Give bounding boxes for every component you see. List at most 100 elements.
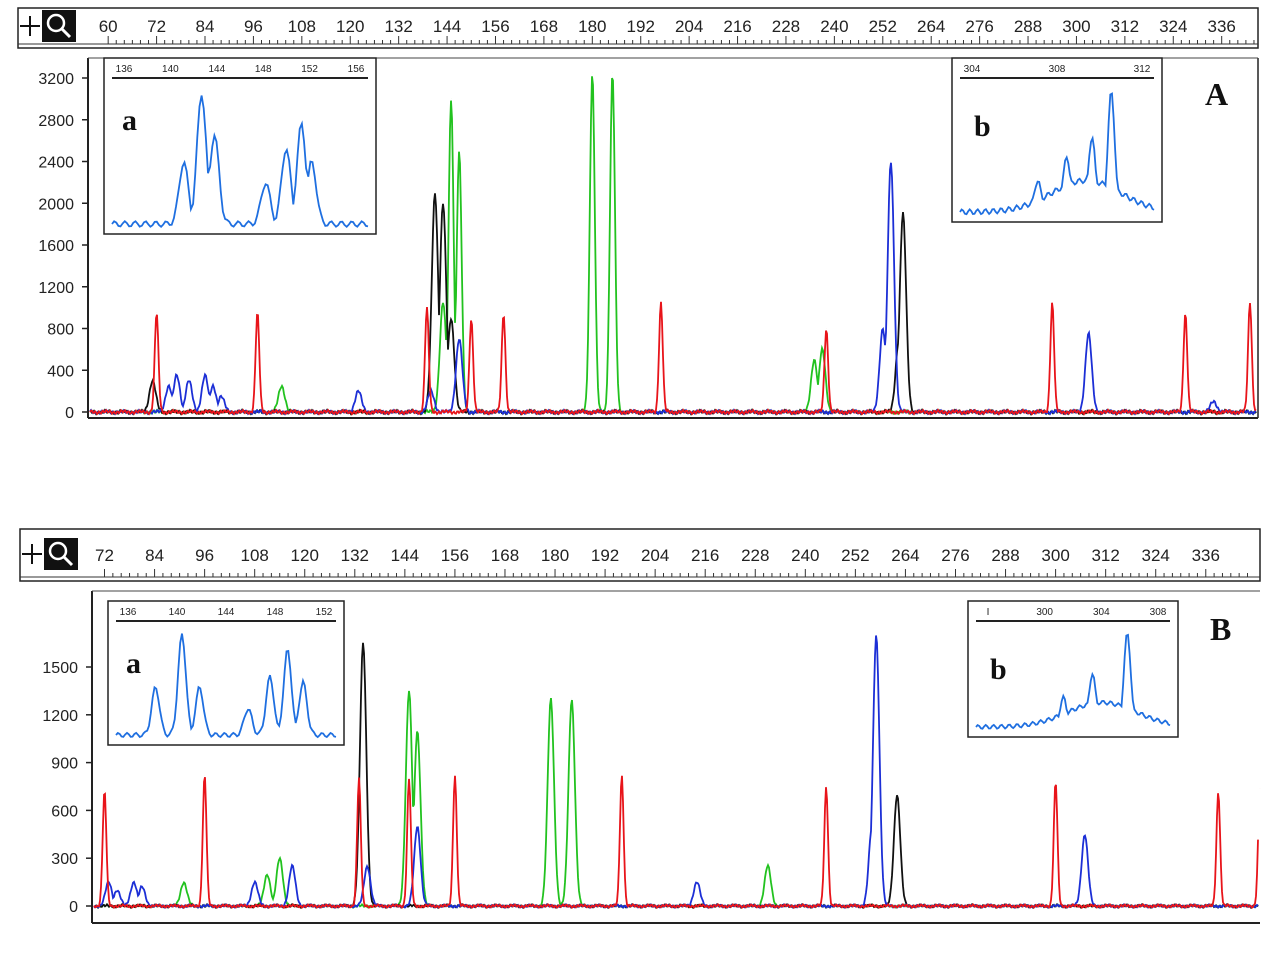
- ruler-label: 132: [384, 17, 412, 36]
- panel-b-chart: 72 84 96 108 120 132 144 156 168 180 192 204 216 228 2…: [19, 528, 1261, 924]
- inset-tick-label: 308: [1049, 64, 1066, 75]
- zoom-icon-handle: [60, 27, 72, 39]
- ruler-label: 144: [391, 546, 419, 565]
- ruler-label: 288: [1014, 17, 1042, 36]
- ruler-label: 168: [491, 546, 519, 565]
- ruler-label: 312: [1111, 17, 1139, 36]
- y-tick-label: 2800: [38, 113, 74, 130]
- ruler-label: 60: [99, 17, 118, 36]
- ruler-label: 144: [433, 17, 461, 36]
- inset-tick-label: 136: [116, 64, 133, 75]
- y-tick-label: 600: [51, 803, 78, 820]
- ruler-label: 156: [441, 546, 469, 565]
- ruler-label: 300: [1062, 17, 1090, 36]
- ruler-label: 276: [941, 546, 969, 565]
- ruler-label: 180: [541, 546, 569, 565]
- ruler-label: 228: [772, 17, 800, 36]
- y-tick-label: 0: [69, 899, 78, 916]
- zoom-icon: [48, 541, 68, 561]
- inset-tick-label: 152: [301, 64, 318, 75]
- ruler-label: 252: [869, 17, 897, 36]
- ruler-label: 168: [530, 17, 558, 36]
- ruler-label: 336: [1208, 17, 1236, 36]
- inset-tick-label: 304: [1093, 607, 1110, 618]
- y-tick-label: 400: [47, 363, 74, 380]
- inset-tick-label: 144: [208, 64, 225, 75]
- ruler-label: 204: [641, 546, 669, 565]
- inset-a: [107, 600, 345, 746]
- panel-letter: B: [1210, 611, 1231, 647]
- trace-red: [89, 301, 1257, 416]
- inset-tick-label: 148: [255, 64, 272, 75]
- zoom-icon: [46, 13, 66, 33]
- y-tick-label: 2400: [38, 155, 74, 172]
- y-tick-label: 3200: [38, 71, 74, 88]
- ruler-label: 96: [244, 17, 263, 36]
- ruler-label: 72: [147, 17, 166, 36]
- ruler-label: 72: [95, 546, 114, 565]
- ruler-label: 240: [820, 17, 848, 36]
- inset-tick-label: 148: [267, 607, 284, 618]
- inset-tick-label: 136: [120, 607, 137, 618]
- panel-a: 60 72 84 96 108 120 132 144 156 168 180 192 204 216 22…: [0, 0, 1280, 440]
- ruler-label: 120: [291, 546, 319, 565]
- ruler-label: 108: [288, 17, 316, 36]
- inset-trace: [975, 633, 1171, 730]
- inset-trace: [959, 92, 1155, 216]
- y-tick-label: 2000: [38, 196, 74, 213]
- ruler-label: 216: [691, 546, 719, 565]
- inset-tick-label: 312: [1134, 64, 1151, 75]
- ruler-label: 276: [965, 17, 993, 36]
- inset-tick-label: 308: [1150, 607, 1167, 618]
- inset-trace: [115, 633, 337, 739]
- inset-tick-label: 300: [1036, 607, 1053, 618]
- size-ruler: [17, 7, 1259, 49]
- inset-tick-label: 140: [162, 64, 179, 75]
- ruler-label: 264: [917, 17, 945, 36]
- inset-tick-label: 144: [218, 607, 235, 618]
- inset-tick-label: I: [987, 607, 990, 618]
- ruler-label: 84: [196, 17, 215, 36]
- y-tick-label: 1200: [42, 708, 78, 725]
- ruler-label: 192: [591, 546, 619, 565]
- inset-label: a: [126, 647, 141, 680]
- y-tick-label: 0: [65, 405, 74, 422]
- ruler-label: 204: [675, 17, 703, 36]
- ruler-label: 120: [336, 17, 364, 36]
- ruler-label: 288: [991, 546, 1019, 565]
- ruler-label: 132: [341, 546, 369, 565]
- y-tick-label: 1200: [38, 280, 74, 297]
- ruler-label: 312: [1091, 546, 1119, 565]
- ruler-label: 324: [1159, 17, 1187, 36]
- y-tick-label: 1500: [42, 660, 78, 677]
- ruler-label: 108: [240, 546, 268, 565]
- ruler-label: 156: [481, 17, 509, 36]
- ruler-label: 180: [578, 17, 606, 36]
- ruler-label: 84: [145, 546, 164, 565]
- ruler-label: 252: [841, 546, 869, 565]
- inset-label: a: [122, 104, 137, 137]
- ruler-label: 264: [891, 546, 919, 565]
- trace-red: [93, 775, 1259, 910]
- size-ruler: [19, 528, 1261, 582]
- ruler-label: 300: [1041, 546, 1069, 565]
- ruler-label: 228: [741, 546, 769, 565]
- y-tick-label: 1600: [38, 238, 74, 255]
- ruler-label: 324: [1142, 546, 1170, 565]
- ruler-label: 240: [791, 546, 819, 565]
- inset-a: [103, 57, 377, 235]
- inset-label: b: [974, 110, 991, 143]
- inset-label: b: [990, 653, 1007, 686]
- ruler-label: 336: [1192, 546, 1220, 565]
- inset-tick-label: 140: [169, 607, 186, 618]
- y-tick-label: 800: [47, 322, 74, 339]
- inset-trace: [111, 95, 369, 229]
- inset-tick-label: 304: [964, 64, 981, 75]
- y-tick-label: 900: [51, 756, 78, 773]
- panel-a-chart: 60 72 84 96 108 120 132 144 156 168 180 192 204 216 22…: [17, 7, 1259, 422]
- zoom-icon-handle: [62, 555, 74, 567]
- inset-tick-label: 152: [316, 607, 333, 618]
- y-tick-label: 300: [51, 851, 78, 868]
- panel-b: 72 84 96 108 120 132 144 156 168 180 192 204 216 228 2…: [0, 525, 1280, 955]
- ruler-label: 192: [627, 17, 655, 36]
